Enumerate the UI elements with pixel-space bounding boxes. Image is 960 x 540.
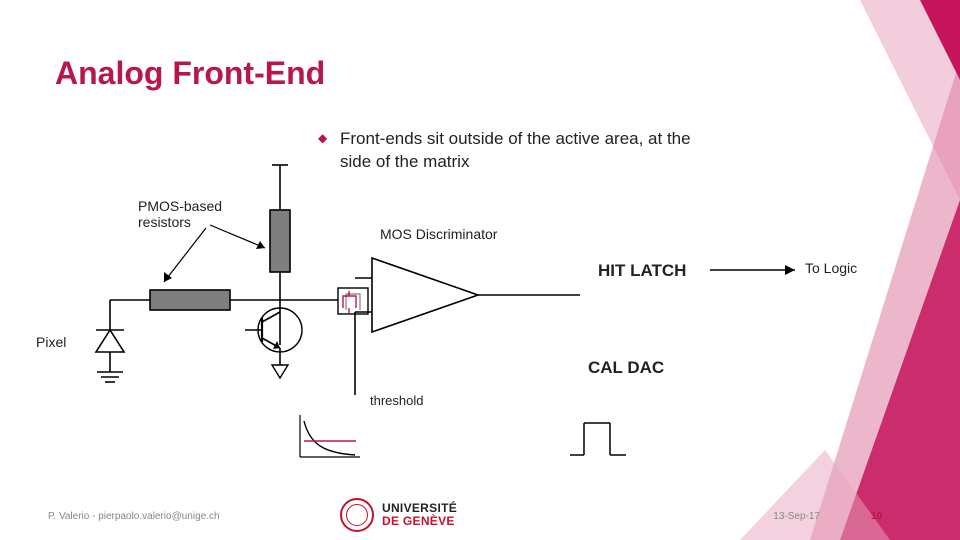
hit-latch-label: HIT LATCH — [585, 256, 699, 286]
pixel-label: Pixel — [36, 334, 66, 350]
mos-label: MOS Discriminator — [380, 226, 497, 242]
footer-date: 13-Sep-17 — [773, 511, 820, 522]
university-text: UNIVERSITÉ DE GENÈVE — [382, 502, 457, 528]
university-line1: UNIVERSITÉ — [382, 501, 457, 515]
page-number: 10 — [871, 511, 882, 522]
footer-author: P. Valerio - pierpaolo.valerio@unige.ch — [48, 511, 220, 522]
pmos-label: PMOS-based resistors — [138, 198, 222, 230]
threshold-label: threshold — [370, 393, 423, 408]
university-seal-icon — [340, 498, 374, 532]
cal-dac-label: CAL DAC — [575, 353, 677, 383]
to-logic-label: To Logic — [805, 260, 857, 276]
university-line2: DE GENÈVE — [382, 514, 455, 528]
university-logo: UNIVERSITÉ DE GENÈVE — [340, 498, 457, 532]
